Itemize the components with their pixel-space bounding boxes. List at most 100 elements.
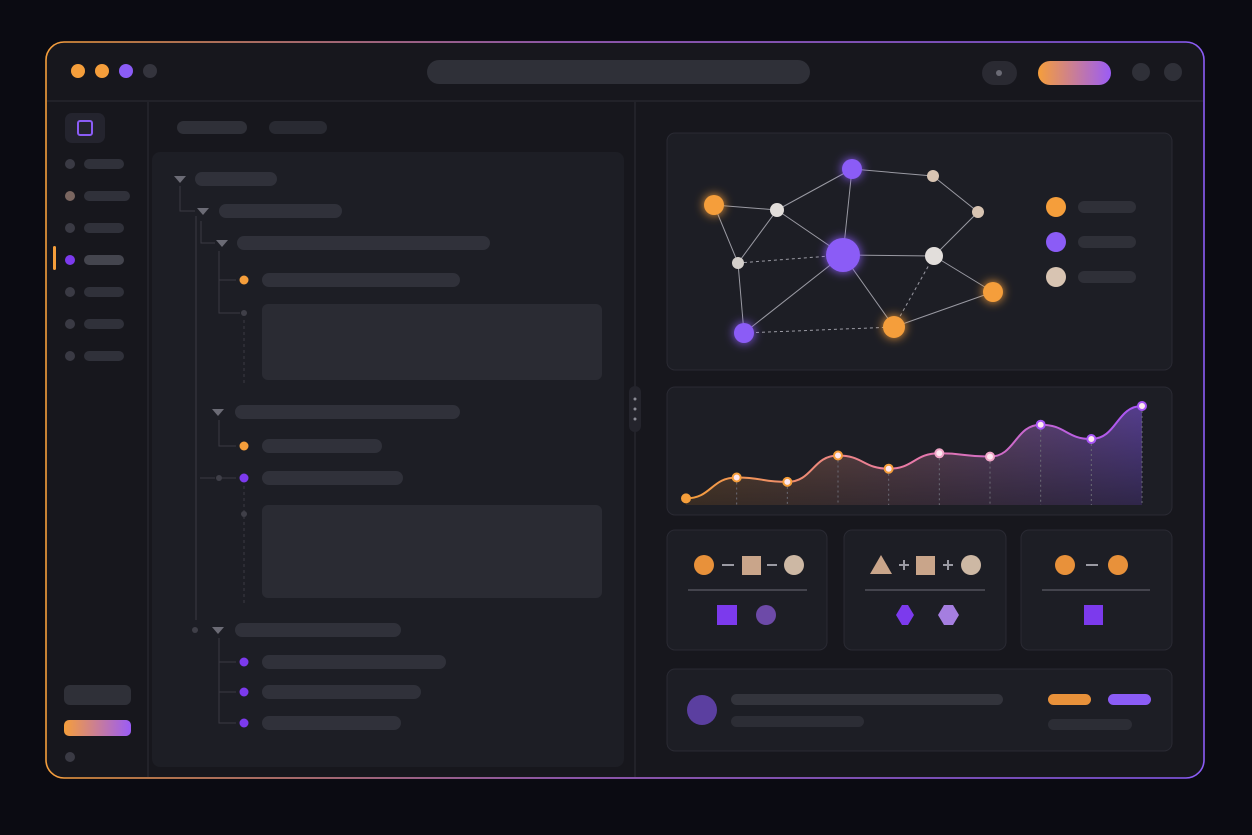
data-point[interactable]: [934, 448, 945, 459]
data-point[interactable]: [681, 493, 691, 504]
nav-icon[interactable]: [65, 351, 75, 361]
address-bar[interactable]: [427, 60, 810, 84]
data-point[interactable]: [782, 476, 793, 487]
data-point[interactable]: [731, 472, 742, 483]
tree-label[interactable]: [195, 172, 277, 186]
node[interactable]: [983, 282, 1003, 302]
edge: [851, 168, 934, 177]
node[interactable]: [883, 316, 905, 338]
logo-tile[interactable]: [65, 113, 105, 143]
node[interactable]: [732, 257, 744, 269]
tree-label[interactable]: [219, 204, 342, 218]
node[interactable]: [927, 170, 939, 182]
nav-icon[interactable]: [65, 319, 75, 329]
nav-icon[interactable]: [65, 287, 75, 297]
nav-label[interactable]: [84, 255, 124, 265]
tree-node: [216, 475, 222, 481]
sidebar-button[interactable]: [64, 685, 131, 705]
nav-icon[interactable]: [65, 223, 75, 233]
sidebar-cta[interactable]: [64, 720, 131, 736]
nav-icon[interactable]: [65, 159, 75, 169]
tree-connector: [218, 251, 240, 314]
icon-button[interactable]: [1132, 63, 1150, 81]
legend-swatch: [1046, 197, 1066, 217]
nav-label[interactable]: [84, 159, 124, 169]
data-point[interactable]: [1086, 434, 1097, 444]
tree-connector: [219, 661, 236, 693]
data-point[interactable]: [1035, 419, 1046, 430]
data-point[interactable]: [985, 451, 995, 462]
tree-node: [239, 275, 249, 285]
tree-caret[interactable]: [197, 208, 209, 215]
window-dot[interactable]: [119, 64, 133, 78]
tree-node: [241, 511, 247, 517]
tree-label[interactable]: [262, 685, 421, 699]
window-dot[interactable]: [71, 64, 85, 78]
node[interactable]: [704, 195, 724, 215]
status-dot: [65, 752, 75, 762]
icon-button[interactable]: [1164, 63, 1182, 81]
window-dot[interactable]: [143, 64, 157, 78]
shape-square: [717, 605, 737, 625]
node[interactable]: [770, 203, 784, 217]
edge: [737, 209, 778, 264]
edge: [893, 291, 994, 328]
network-card: [666, 132, 1173, 371]
edge: [713, 204, 739, 264]
node[interactable]: [826, 238, 860, 272]
logo-icon: [77, 120, 93, 136]
tree-label[interactable]: [262, 273, 460, 287]
tree-connector: [218, 638, 236, 724]
grip-dot: [633, 417, 637, 421]
legend-swatch: [1046, 232, 1066, 252]
area-fade: [686, 406, 1142, 505]
tab[interactable]: [269, 121, 327, 134]
tree-caret[interactable]: [212, 409, 224, 416]
nav-label[interactable]: [84, 351, 124, 361]
avatar: [687, 695, 717, 725]
shape-square: [1084, 605, 1103, 625]
tag[interactable]: [1048, 694, 1091, 705]
nav-label[interactable]: [84, 223, 124, 233]
tree-label[interactable]: [235, 405, 460, 419]
data-point[interactable]: [883, 463, 894, 474]
tree-content-block: [262, 505, 602, 598]
nav-label[interactable]: [84, 319, 124, 329]
node[interactable]: [842, 159, 862, 179]
text-placeholder: [731, 716, 864, 727]
tree-caret[interactable]: [212, 627, 224, 634]
tree-label[interactable]: [262, 439, 382, 453]
operator: [943, 560, 953, 570]
shape-hexagon: [938, 605, 959, 625]
tree-caret[interactable]: [174, 176, 186, 183]
nav-label[interactable]: [84, 191, 130, 201]
edge: [932, 175, 979, 213]
data-point[interactable]: [833, 450, 843, 461]
tag[interactable]: [1108, 694, 1151, 705]
tree-node: [192, 627, 198, 633]
node[interactable]: [925, 247, 943, 265]
edge: [776, 168, 853, 211]
node[interactable]: [972, 206, 984, 218]
node[interactable]: [734, 323, 754, 343]
tree-label[interactable]: [237, 236, 490, 250]
window-dot[interactable]: [95, 64, 109, 78]
legend-bar: [1078, 236, 1136, 248]
tree-label[interactable]: [262, 716, 401, 730]
tree-label[interactable]: [235, 623, 401, 637]
tree-label[interactable]: [262, 655, 446, 669]
nav-icon[interactable]: [65, 191, 75, 201]
action-button[interactable]: [1038, 61, 1111, 85]
area-line: [685, 405, 1143, 500]
shape-circle: [784, 555, 804, 575]
nav-icon[interactable]: [65, 255, 75, 265]
legend-bar: [1078, 201, 1136, 213]
tree-label[interactable]: [262, 471, 403, 485]
data-point[interactable]: [1137, 401, 1147, 411]
tab[interactable]: [177, 121, 247, 134]
text-placeholder: [731, 694, 1003, 705]
shape-circle: [1108, 555, 1128, 575]
nav-label[interactable]: [84, 287, 124, 297]
shape-hexagon: [896, 605, 914, 625]
tree-caret[interactable]: [216, 240, 228, 247]
